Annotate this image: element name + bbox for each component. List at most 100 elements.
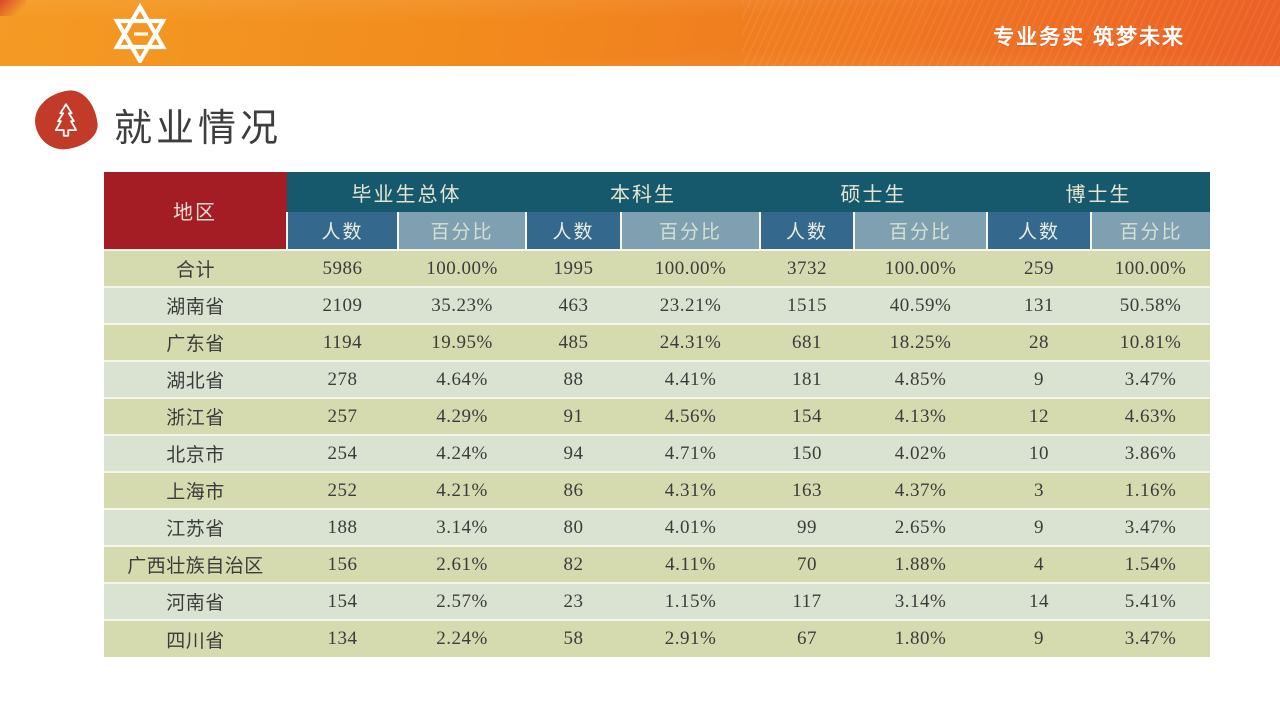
group-header-row: 地区 毕业生总体 本科生 硕士生 博士生 (104, 172, 1210, 250)
count-cell: 163 (760, 471, 854, 509)
percent-cell: 19.95% (398, 323, 526, 361)
count-cell: 91 (526, 397, 621, 435)
percent-cell: 4.56% (621, 397, 760, 435)
count-cell: 82 (526, 545, 621, 583)
count-cell: 23 (526, 582, 621, 620)
percent-cell: 2.24% (398, 619, 526, 657)
percent-cell: 2.57% (398, 582, 526, 620)
count-cell: 5986 (287, 249, 398, 287)
percent-cell: 100.00% (621, 249, 760, 287)
count-cell: 485 (526, 323, 621, 361)
sub-header-row: 人数 百分比 人数 百分比 人数 百分比 人数 百分比 (104, 212, 1210, 250)
percent-cell: 4.63% (1091, 397, 1210, 435)
percent-cell: 4.64% (398, 360, 526, 398)
percent-cell: 4.85% (854, 360, 987, 398)
table-row: 河南省 154 2.57% 23 1.15% 117 3.14% 14 5.41% (104, 582, 1210, 620)
count-cell: 80 (526, 508, 621, 546)
percent-header: 百分比 (853, 212, 987, 250)
table-row: 广西壮族自治区 156 2.61% 82 4.11% 70 1.88% 4 1.54% (104, 545, 1210, 583)
region-cell: 四川省 (104, 619, 287, 657)
count-cell: 10 (987, 434, 1091, 472)
table-row: 广东省 1194 19.95% 485 24.31% 681 18.25% 28 10.81% (104, 323, 1210, 361)
percent-cell: 4.37% (854, 471, 987, 509)
percent-cell: 18.25% (854, 323, 987, 361)
percent-cell: 1.54% (1091, 545, 1210, 583)
percent-cell: 23.21% (621, 286, 760, 324)
percent-cell: 3.14% (854, 582, 987, 620)
count-cell: 463 (526, 286, 621, 324)
count-cell: 117 (760, 582, 854, 620)
table-row: 合计 5986 100.00% 1995 100.00% 3732 100.00% 259 10… (104, 249, 1210, 287)
count-cell: 1515 (760, 286, 854, 324)
pine-tree-icon (54, 103, 78, 137)
top-banner: 专业务实 筑梦未来 (0, 0, 1280, 66)
count-cell: 1194 (287, 323, 398, 361)
star-emblem-icon (113, 3, 167, 63)
region-cell: 河南省 (104, 582, 287, 620)
count-cell: 88 (526, 360, 621, 398)
count-cell: 28 (987, 323, 1091, 361)
count-cell: 252 (287, 471, 398, 509)
percent-cell: 4.02% (854, 434, 987, 472)
percent-cell: 3.47% (1091, 508, 1210, 546)
percent-cell: 1.88% (854, 545, 987, 583)
percent-cell: 2.61% (398, 545, 526, 583)
percent-cell: 2.65% (854, 508, 987, 546)
count-cell: 259 (987, 249, 1091, 287)
percent-cell: 4.11% (621, 545, 760, 583)
count-cell: 188 (287, 508, 398, 546)
region-cell: 湖北省 (104, 360, 287, 398)
percent-header: 百分比 (1090, 212, 1210, 250)
group-header-master: 硕士生 (760, 172, 987, 212)
count-cell: 9 (987, 360, 1091, 398)
table-row: 北京市 254 4.24% 94 4.71% 150 4.02% 10 3.86% (104, 434, 1210, 472)
count-cell: 257 (287, 397, 398, 435)
count-cell: 3 (987, 471, 1091, 509)
percent-cell: 35.23% (398, 286, 526, 324)
count-cell: 156 (287, 545, 398, 583)
percent-cell: 4.29% (398, 397, 526, 435)
percent-cell: 3.14% (398, 508, 526, 546)
count-cell: 70 (760, 545, 854, 583)
region-cell: 浙江省 (104, 397, 287, 435)
count-cell: 681 (760, 323, 854, 361)
page-title: 就业情况 (114, 108, 283, 150)
count-cell: 94 (526, 434, 621, 472)
count-cell: 58 (526, 619, 621, 657)
section-icon-badge (32, 87, 100, 153)
region-cell: 上海市 (104, 471, 287, 509)
count-cell: 131 (987, 286, 1091, 324)
group-header-doctor: 博士生 (987, 172, 1210, 212)
count-cell: 150 (760, 434, 854, 472)
count-cell: 2109 (287, 286, 398, 324)
count-header: 人数 (286, 212, 398, 250)
percent-cell: 1.80% (854, 619, 987, 657)
percent-cell: 4.41% (621, 360, 760, 398)
percent-cell: 100.00% (1091, 249, 1210, 287)
count-header: 人数 (525, 212, 621, 250)
percent-cell: 3.47% (1091, 360, 1210, 398)
count-header: 人数 (986, 212, 1091, 250)
count-cell: 14 (987, 582, 1091, 620)
table-row: 湖南省 2109 35.23% 463 23.21% 1515 40.59% 131 50.58… (104, 286, 1210, 324)
region-cell: 江苏省 (104, 508, 287, 546)
group-header-total: 毕业生总体 (287, 172, 526, 212)
banner-slogan: 专业务实 筑梦未来 (993, 26, 1185, 49)
percent-cell: 4.71% (621, 434, 760, 472)
table-row: 湖北省 278 4.64% 88 4.41% 181 4.85% 9 3.47% (104, 360, 1210, 398)
percent-cell: 5.41% (1091, 582, 1210, 620)
region-cell: 合计 (104, 249, 287, 287)
count-cell: 154 (287, 582, 398, 620)
percent-header: 百分比 (620, 212, 760, 250)
count-cell: 12 (987, 397, 1091, 435)
percent-cell: 100.00% (854, 249, 987, 287)
percent-cell: 10.81% (1091, 323, 1210, 361)
count-cell: 4 (987, 545, 1091, 583)
percent-cell: 50.58% (1091, 286, 1210, 324)
table-body: 合计 5986 100.00% 1995 100.00% 3732 100.00% 259 10… (104, 249, 1210, 657)
count-cell: 278 (287, 360, 398, 398)
region-cell: 广西壮族自治区 (104, 545, 287, 583)
table-row: 上海市 252 4.21% 86 4.31% 163 4.37% 3 1.16% (104, 471, 1210, 509)
region-cell: 湖南省 (104, 286, 287, 324)
